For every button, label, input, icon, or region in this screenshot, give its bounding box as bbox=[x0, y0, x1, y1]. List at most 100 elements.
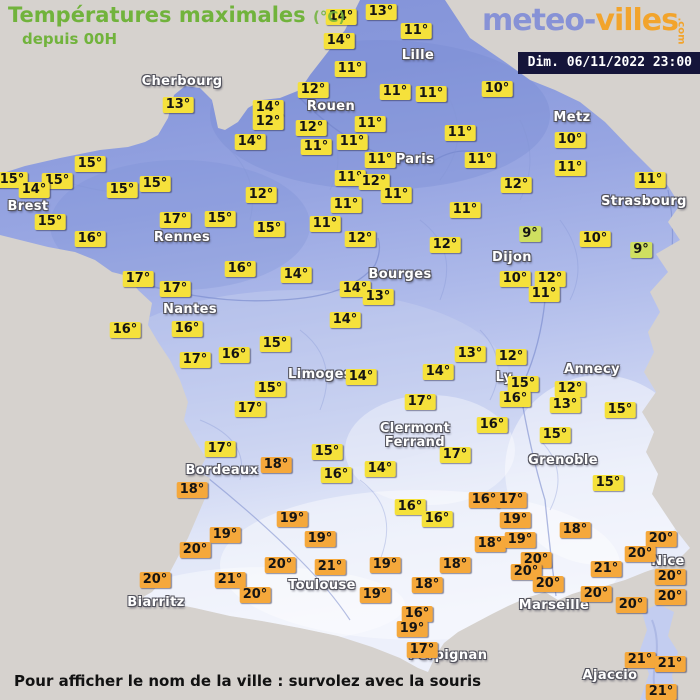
temp-badge: 11° bbox=[634, 172, 666, 188]
temp-badge: 10° bbox=[579, 231, 611, 247]
temp-badge: 20° bbox=[580, 586, 612, 602]
corsica-landmass bbox=[640, 604, 678, 700]
temp-badge: 14° bbox=[252, 100, 284, 116]
temp-badge: 15° bbox=[604, 402, 636, 418]
temp-badge: 14° bbox=[364, 461, 396, 477]
temp-badge: 20° bbox=[179, 542, 211, 558]
temp-badge: 16° bbox=[171, 321, 203, 337]
temp-badge: 11° bbox=[444, 125, 476, 141]
temp-badge: 21° bbox=[214, 572, 246, 588]
temp-badge: 10° bbox=[481, 81, 513, 97]
temp-badge: 9° bbox=[519, 226, 541, 242]
footer-hover-hint: Pour afficher le nom de la ville : survo… bbox=[14, 672, 482, 690]
temp-badge: 18° bbox=[411, 577, 443, 593]
temp-badge: 12° bbox=[495, 349, 527, 365]
temp-badge: 12° bbox=[344, 231, 376, 247]
temp-badge: 11° bbox=[380, 187, 412, 203]
temp-badge: 12° bbox=[500, 177, 532, 193]
temp-badge: 15° bbox=[34, 214, 66, 230]
temp-badge: 12° bbox=[252, 114, 284, 130]
temp-badge: 21° bbox=[624, 652, 656, 668]
temp-badge: 13° bbox=[454, 346, 486, 362]
temp-badge: 11° bbox=[364, 152, 396, 168]
temp-badge: 14° bbox=[234, 134, 266, 150]
temp-badge: 11° bbox=[309, 216, 341, 232]
temp-badge: 21° bbox=[654, 656, 686, 672]
temp-badge: 11° bbox=[464, 152, 496, 168]
temp-badge: 16° bbox=[224, 261, 256, 277]
temp-badge: 19° bbox=[304, 531, 336, 547]
temp-badge: 10° bbox=[499, 271, 531, 287]
temp-badge: 17° bbox=[495, 492, 527, 508]
temp-badge: 17° bbox=[159, 281, 191, 297]
temp-badge: 19° bbox=[276, 511, 308, 527]
temp-badge: 13° bbox=[362, 289, 394, 305]
page-title-unit: (°C) bbox=[312, 8, 346, 26]
temp-badge: 11° bbox=[334, 61, 366, 77]
temp-badge: 15° bbox=[254, 381, 286, 397]
title-block: Températures maximales (°C) depuis 00H bbox=[8, 2, 345, 48]
temp-badge: 15° bbox=[74, 156, 106, 172]
temp-badge: 14° bbox=[323, 33, 355, 49]
temp-badge: 14° bbox=[280, 267, 312, 283]
temp-badge: 15° bbox=[253, 221, 285, 237]
meteo-villes-logo[interactable]: meteo-villes .com bbox=[482, 3, 686, 45]
temp-badge: 17° bbox=[234, 401, 266, 417]
temp-badge: 14° bbox=[329, 312, 361, 328]
temp-badge: 20° bbox=[645, 531, 677, 547]
temp-badge: 21° bbox=[590, 561, 622, 577]
temp-badge: 15° bbox=[0, 172, 28, 188]
temp-badge: 16° bbox=[468, 492, 500, 508]
temp-badge: 12° bbox=[534, 271, 566, 287]
temp-badge: 16° bbox=[499, 391, 531, 407]
temp-badge: 21° bbox=[645, 684, 677, 700]
temp-badge: 11° bbox=[400, 23, 432, 39]
temp-badge: 20° bbox=[654, 589, 686, 605]
temp-badge: 18° bbox=[176, 482, 208, 498]
temp-badge: 15° bbox=[507, 376, 539, 392]
temp-badge: 20° bbox=[532, 576, 564, 592]
temp-badge: 15° bbox=[539, 427, 571, 443]
temp-badge: 11° bbox=[336, 134, 368, 150]
temp-badge: 15° bbox=[311, 444, 343, 460]
page-subtitle: depuis 00H bbox=[22, 30, 118, 48]
temp-badge: 11° bbox=[415, 86, 447, 102]
temp-badge: 11° bbox=[554, 160, 586, 176]
temp-badge: 16° bbox=[320, 467, 352, 483]
temp-badge: 12° bbox=[554, 381, 586, 397]
temp-badge: 20° bbox=[239, 587, 271, 603]
page-title: Températures maximales (°C) bbox=[8, 2, 345, 30]
page-title-text: Températures maximales bbox=[8, 3, 306, 27]
temp-badge: 15° bbox=[592, 475, 624, 491]
temp-badge: 19° bbox=[369, 557, 401, 573]
temp-badge: 19° bbox=[359, 587, 391, 603]
temp-badge: 16° bbox=[394, 499, 426, 515]
temp-badge: 16° bbox=[74, 231, 106, 247]
temp-badge: 12° bbox=[245, 187, 277, 203]
temp-badge: 20° bbox=[264, 557, 296, 573]
logo-part-meteo: meteo- bbox=[482, 3, 596, 38]
temp-badge: 13° bbox=[365, 4, 397, 20]
temp-badge: 11° bbox=[449, 202, 481, 218]
temp-badge: 18° bbox=[474, 536, 506, 552]
logo-suffix-com: .com bbox=[675, 17, 687, 45]
temp-badge: 11° bbox=[528, 286, 560, 302]
temp-badge: 14° bbox=[325, 9, 357, 25]
temp-badge: 11° bbox=[330, 197, 362, 213]
temp-badge: 16° bbox=[218, 347, 250, 363]
temp-badge: 15° bbox=[204, 211, 236, 227]
temp-badge: 17° bbox=[122, 271, 154, 287]
temp-badge: 11° bbox=[300, 139, 332, 155]
temp-badge: 20° bbox=[654, 569, 686, 585]
temp-badge: 16° bbox=[401, 606, 433, 622]
temp-badge: 15° bbox=[41, 173, 73, 189]
temp-badge: 19° bbox=[209, 527, 241, 543]
temp-badge: 11° bbox=[334, 170, 366, 186]
temp-badge: 12° bbox=[295, 120, 327, 136]
temp-badge: 12° bbox=[429, 237, 461, 253]
temp-badge: 16° bbox=[109, 322, 141, 338]
temp-badge: 20° bbox=[624, 546, 656, 562]
temp-badge: 19° bbox=[499, 512, 531, 528]
temp-badge: 19° bbox=[396, 621, 428, 637]
